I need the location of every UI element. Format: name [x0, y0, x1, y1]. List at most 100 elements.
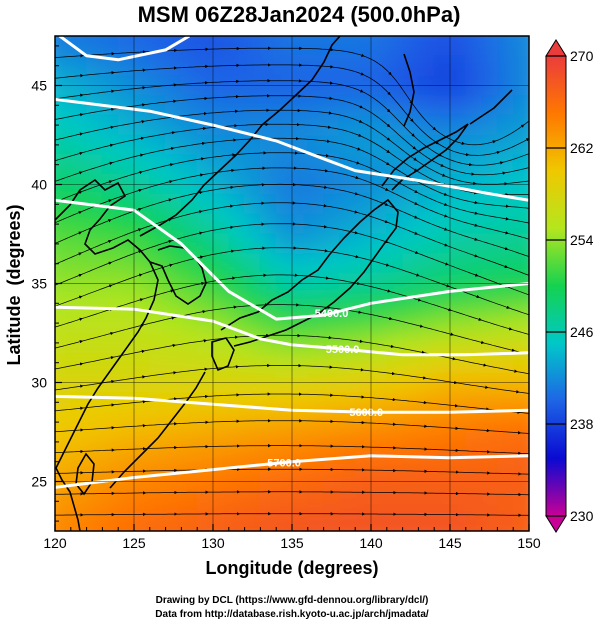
streamline-segment — [176, 64, 209, 69]
heat-cell — [117, 431, 135, 453]
heat-cell — [196, 94, 214, 116]
streamline-segment — [453, 334, 485, 344]
streamline-segment — [508, 233, 529, 240]
heat-cell — [512, 490, 529, 512]
streamline-segment — [145, 445, 178, 450]
heat-cell — [307, 411, 325, 433]
heat-cell — [101, 193, 119, 215]
streamline-segment — [112, 153, 144, 163]
heat-cell — [291, 510, 309, 531]
streamline-segment — [82, 107, 115, 115]
x-tick-label: 120 — [43, 535, 67, 551]
heat-cell — [244, 411, 261, 433]
streamline-segment — [332, 394, 365, 399]
heat-cell — [70, 36, 88, 37]
streamline-segment — [233, 222, 265, 228]
colorbar-tick-label: 254 — [570, 232, 594, 248]
heat-cell — [449, 391, 467, 413]
heat-cell — [101, 36, 119, 37]
heat-cell — [165, 312, 182, 334]
heat-cell — [244, 36, 261, 57]
heat-cell — [338, 253, 356, 275]
coastline-japan-hokkaido — [381, 123, 469, 191]
heat-cell — [496, 530, 514, 531]
heat-cell — [307, 391, 325, 413]
heat-cell — [496, 193, 514, 215]
heat-cell — [402, 510, 419, 531]
streamline-segment — [388, 265, 420, 277]
heat-cell — [244, 312, 261, 334]
heat-cell — [417, 114, 435, 136]
contour-label: 5500.0 — [326, 344, 360, 356]
streamline-segment — [237, 108, 270, 112]
streamline-segment — [295, 184, 328, 189]
coastlines — [55, 36, 513, 531]
heat-cell — [180, 154, 198, 176]
heat-cell — [512, 510, 529, 531]
streamline-segment — [143, 316, 176, 326]
heat-cell — [180, 530, 198, 531]
streamline-segment — [389, 126, 417, 150]
heat-cell — [528, 36, 529, 57]
streamline-segment — [81, 284, 113, 297]
heat-cell — [433, 292, 451, 314]
heat-cell — [291, 36, 309, 57]
heat-cell — [180, 55, 198, 77]
heat-cell — [307, 253, 325, 275]
heat-cell — [275, 253, 293, 275]
heat-cell — [101, 134, 119, 156]
heat-cell — [180, 510, 198, 531]
heat-cell — [228, 431, 246, 453]
heat-cell — [228, 233, 246, 255]
streamline-segment — [140, 198, 173, 209]
heat-cell — [275, 510, 293, 531]
streamline-segment — [441, 155, 473, 167]
streamline-segment — [450, 310, 483, 321]
heat-cell — [212, 154, 230, 176]
heat-cell — [133, 490, 151, 512]
heat-cell — [433, 391, 451, 413]
heat-cell — [55, 431, 56, 453]
streamline-segment — [417, 204, 448, 218]
heat-cell — [86, 55, 103, 77]
heat-cell — [512, 253, 529, 275]
heat-cell — [465, 490, 483, 512]
heat-cell — [528, 471, 529, 492]
heat-cell — [101, 530, 119, 531]
streamline-segment — [173, 141, 206, 149]
y-tick-label: 35 — [31, 276, 47, 292]
heat-cell — [212, 193, 230, 215]
heat-cell — [101, 431, 119, 453]
streamline-segment — [55, 211, 83, 224]
heat-cell — [370, 490, 388, 512]
heat-cell — [512, 154, 529, 176]
heat-cell — [386, 193, 404, 215]
heat-cell — [259, 352, 277, 374]
streamline-segment — [326, 187, 359, 196]
heat-cell — [386, 94, 404, 116]
heat-cell — [55, 36, 56, 37]
streamline-segment — [456, 382, 489, 389]
heat-cell — [417, 253, 435, 275]
heat-cell — [165, 530, 182, 531]
streamline-segment — [176, 81, 209, 86]
heat-cell — [70, 253, 88, 275]
colorbar-extend-bottom — [545, 515, 567, 533]
credit-dcl: Drawing by DCL (https://www.gfd-dennou.o… — [156, 595, 429, 606]
colorbar: 230 238 246 254 262 270 — [545, 39, 594, 533]
heat-cell — [465, 36, 483, 57]
heat-cell — [512, 55, 529, 77]
streamline-segment — [479, 297, 511, 309]
streamline-segment — [495, 124, 525, 142]
heat-cell — [196, 213, 214, 235]
heat-cell — [101, 36, 119, 57]
heat-cell — [417, 510, 435, 531]
streamline-segment — [171, 210, 203, 220]
streamline-segment — [508, 218, 529, 224]
heat-cell — [496, 213, 514, 235]
heat-cell — [133, 134, 151, 156]
contour-label: 5700.0 — [267, 457, 301, 469]
heat-cell — [417, 451, 435, 473]
heat-cell — [55, 411, 56, 433]
heat-cell — [465, 312, 483, 334]
